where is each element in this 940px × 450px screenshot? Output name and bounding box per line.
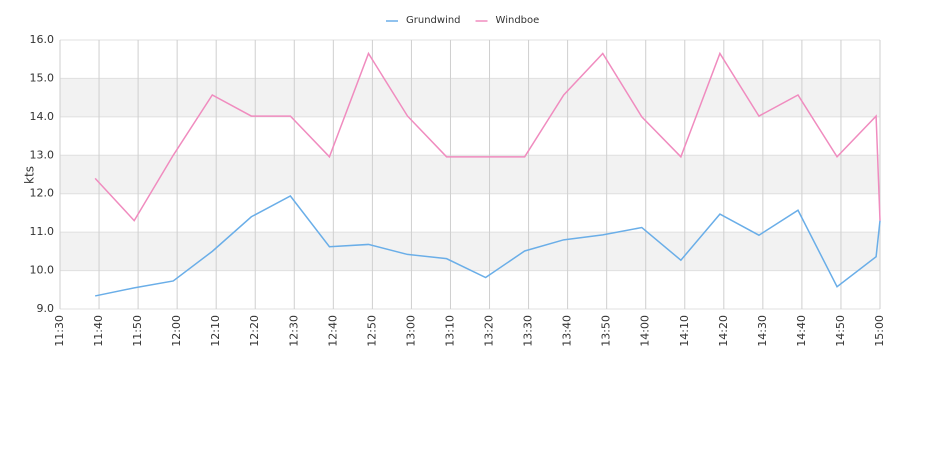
x-tick-label: 15:00 <box>873 315 886 347</box>
grid-band <box>60 78 880 117</box>
y-tick-label: 12.0 <box>30 187 55 200</box>
data-line <box>94 195 881 297</box>
x-tick-label: 14:00 <box>639 315 652 347</box>
y-tick-label: 15.0 <box>30 71 55 84</box>
x-tick-label: 12:00 <box>170 315 183 347</box>
x-tick-label: 12:20 <box>248 315 261 347</box>
y-tick-label: 13.0 <box>30 148 55 161</box>
legend-label: Grundwind <box>406 15 461 26</box>
x-tick-label: 12:30 <box>287 315 300 347</box>
x-tick-label: 13:10 <box>443 315 456 347</box>
x-tick-label: 14:50 <box>834 315 847 347</box>
grid-band <box>60 232 880 271</box>
y-tick-label: 16.0 <box>30 33 55 46</box>
grid-band <box>60 155 880 194</box>
x-tick-label: 12:40 <box>326 315 339 347</box>
x-tick-label: 11:50 <box>131 315 144 347</box>
y-axis-label: kts <box>23 166 37 184</box>
data-line <box>94 51 881 222</box>
x-tick-label: 13:50 <box>600 315 613 347</box>
x-tick-label: 13:30 <box>522 315 535 347</box>
y-tick-label: 14.0 <box>30 110 55 123</box>
x-tick-label: 11:40 <box>92 315 105 347</box>
x-tick-label: 12:50 <box>365 315 378 347</box>
x-tick-label: 12:10 <box>209 315 222 347</box>
x-tick-label: 14:10 <box>678 315 691 347</box>
x-tick-label: 14:30 <box>756 315 769 347</box>
x-tick-label: 13:40 <box>561 315 574 347</box>
y-tick-label: 9.0 <box>37 302 55 315</box>
y-tick-label: 11.0 <box>30 225 55 238</box>
x-tick-label: 14:20 <box>717 315 730 347</box>
x-tick-label: 11:30 <box>53 315 66 347</box>
x-tick-label: 13:00 <box>404 315 417 347</box>
legend-label: Windboe <box>496 15 540 26</box>
x-tick-label: 13:20 <box>483 315 496 347</box>
y-tick-label: 10.0 <box>30 264 55 277</box>
x-tick-label: 14:40 <box>795 315 808 347</box>
